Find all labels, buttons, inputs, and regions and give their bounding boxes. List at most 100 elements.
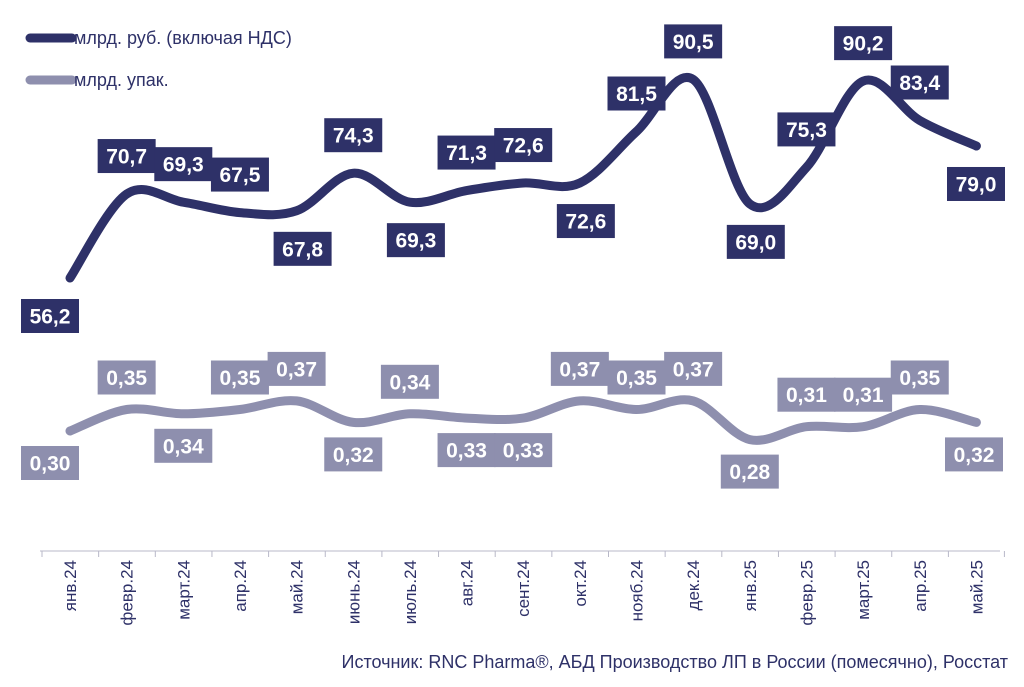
data-label-text: 0,35 [220,367,261,390]
data-label-rub-15: 83,4 [890,65,949,100]
data-label-packs-7: 0,33 [437,433,496,468]
data-label-packs-10: 0,35 [607,360,666,395]
data-label-text: 0,32 [333,444,374,467]
data-label-box [494,433,553,468]
data-label-box [21,299,79,333]
x-axis: янв.24 февр.24 март.24 апр.24 май.24 июнь.24 и… [40,550,1005,626]
x-tick-label: апр.25 [911,560,930,612]
x-tick-label: нояб.24 [628,560,647,621]
data-label-rub-9: 72,6 [556,204,615,239]
x-tick-label: янв.25 [741,560,760,611]
x-tick-label: авг.24 [458,560,477,606]
data-label-packs-14: 0,31 [834,377,893,412]
legend: млрд. руб. (включая НДС) млрд. упак. [25,28,292,90]
legend-label: млрд. упак. [74,70,169,90]
data-label-box [947,166,1005,201]
data-label-rub-5: 74,3 [324,118,383,153]
data-label-packs-5: 0,32 [324,437,383,472]
data-label-text: 0,31 [843,384,884,407]
data-label-packs-9: 0,37 [550,351,609,386]
data-label-rub-0: 56,2 [21,299,79,333]
data-label-box [97,360,156,395]
data-label-text: 0,37 [276,358,317,381]
data-label-text: 0,34 [389,371,430,394]
x-tick-label: март.25 [854,560,873,620]
x-tick-label: дек.24 [684,560,703,610]
data-label-box [437,135,496,170]
data-label-box [267,351,326,386]
data-label-box [437,433,496,468]
data-label-packs-3: 0,35 [210,360,269,395]
data-label-packs-11: 0,37 [664,351,723,386]
data-label-text: 0,28 [729,461,770,484]
data-label-text: 70,7 [106,146,147,169]
data-label-text: 71,3 [446,142,487,165]
data-label-box [154,428,213,463]
x-tick-label: апр.24 [231,560,250,612]
x-tick-label: июнь.24 [344,560,363,624]
data-label-packs-4: 0,37 [267,351,326,386]
data-label-text: 74,3 [333,125,374,148]
data-label-text: 83,4 [899,72,940,95]
data-label-packs-1: 0,35 [97,360,156,395]
data-label-box [210,157,269,192]
x-tick-label: март.24 [174,560,193,620]
data-label-text: 67,5 [220,164,261,187]
data-label-box [777,112,836,147]
data-label-box [494,128,553,163]
data-label-text: 69,3 [163,154,204,177]
data-label-box [890,360,949,395]
data-label-rub-2: 69,3 [154,147,213,182]
data-label-packs-0: 0,30 [21,446,79,480]
data-label-box [210,360,269,395]
data-labels: 56,2 70,7 69,3 67,5 67,8 74,3 69,3 71,3 72,6 72,6… [21,24,1005,489]
data-label-text: 0,31 [786,384,827,407]
data-label-rub-12: 69,0 [726,224,785,259]
data-label-box [726,224,785,259]
data-label-text: 75,3 [786,119,827,142]
data-label-box [777,377,836,412]
data-label-rub-14: 90,2 [834,26,893,61]
data-label-text: 56,2 [30,306,71,329]
data-label-packs-8: 0,33 [494,433,553,468]
data-label-packs-16: 0,32 [945,437,1003,472]
data-label-rub-3: 67,5 [210,157,269,192]
data-label-text: 0,37 [559,358,600,381]
data-label-packs-2: 0,34 [154,428,213,463]
data-label-text: 0,37 [673,358,714,381]
data-label-rub-11: 90,5 [664,24,723,59]
x-tick-label: май.25 [967,560,986,614]
legend-label: млрд. руб. (включая НДС) [74,28,292,48]
data-label-packs-13: 0,31 [777,377,836,412]
data-label-rub-10: 81,5 [607,76,666,111]
x-tick-label: май.24 [288,560,307,614]
data-label-box [21,446,79,480]
legend-entry-rub: млрд. руб. (включая НДС) [25,28,292,48]
x-tick-label: февр.25 [797,560,816,626]
legend-entry-packs: млрд. упак. [25,70,169,90]
data-label-packs-15: 0,35 [890,360,949,395]
data-label-text: 0,35 [899,367,940,390]
data-label-text: 67,8 [282,238,323,261]
data-label-box [550,351,609,386]
x-tick-label: окт.24 [571,560,590,607]
x-tick-label: янв.24 [61,560,80,611]
data-label-box [386,223,445,258]
series-line-packs [65,395,981,445]
data-label-box [664,24,723,59]
data-label-box [324,437,383,472]
data-label-box [890,65,949,100]
data-label-text: 72,6 [565,211,606,234]
data-label-rub-1: 70,7 [97,139,156,174]
data-label-rub-6: 69,3 [386,223,445,258]
data-label-text: 69,0 [735,231,776,254]
data-label-box [720,454,779,489]
data-label-text: 0,32 [954,444,995,467]
data-label-box [834,377,893,412]
data-label-box [380,364,439,399]
data-label-rub-13: 75,3 [777,112,836,147]
data-label-text: 81,5 [616,83,657,106]
data-label-text: 90,2 [843,33,884,56]
data-label-packs-6: 0,34 [380,364,439,399]
